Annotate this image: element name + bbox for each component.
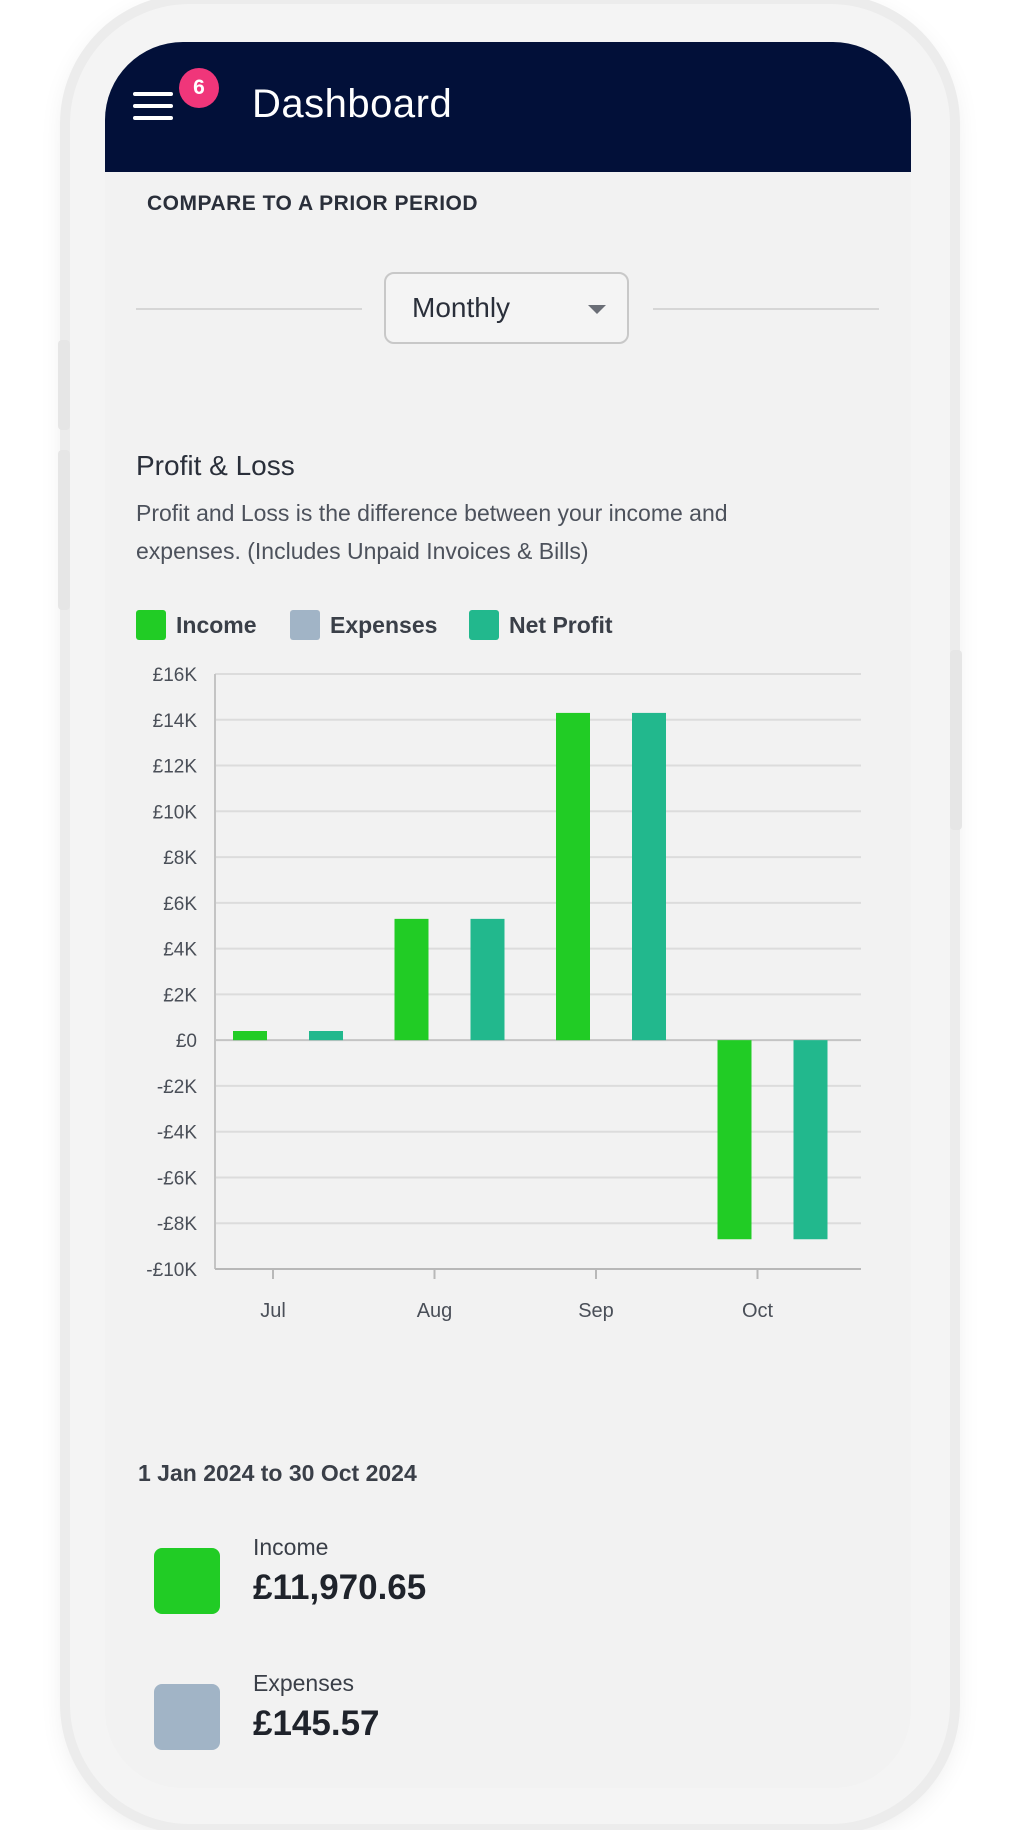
bar-net-profit: [309, 1031, 343, 1041]
divider-left: [136, 308, 362, 310]
legend-label: Income: [176, 612, 257, 638]
summary-label: Income: [253, 1534, 329, 1560]
bar-income: [233, 1031, 267, 1041]
bar-income: [394, 918, 429, 1041]
bar-net-profit: [470, 918, 505, 1041]
phone-side-button: [58, 450, 70, 610]
y-tick-label: £4K: [163, 940, 197, 961]
legend-label: Net Profit: [509, 612, 613, 638]
profit-loss-description: Profit and Loss is the difference betwee…: [136, 500, 728, 564]
summary-item-income: Income £11,970.65: [154, 1534, 754, 1624]
y-tick-label: -£10K: [146, 1260, 197, 1281]
bar-net-profit: [632, 712, 666, 1041]
compare-period-label: COMPARE TO A PRIOR PERIOD: [147, 192, 479, 215]
bar-net-profit: [793, 1040, 828, 1240]
notification-badge: 6: [179, 68, 219, 108]
income-swatch: [154, 1548, 220, 1614]
y-tick-label: £12K: [153, 757, 198, 778]
x-tick-label: Aug: [417, 1300, 453, 1322]
y-tick-label: £8K: [163, 848, 197, 869]
summary-value: £11,970.65: [253, 1568, 427, 1607]
y-tick-label: £0: [176, 1031, 197, 1052]
profit-loss-chart: £16K £14K £12K £10K £8K £6K £4K £2K £0 -£2K -£4K -£…: [146, 665, 861, 1322]
y-tick-label: £10K: [153, 802, 198, 823]
hamburger-menu-icon[interactable]: [133, 92, 173, 122]
y-tick-label: £14K: [153, 711, 198, 732]
divider-right: [653, 308, 879, 310]
legend-label: Expenses: [330, 612, 438, 638]
summary-item-expenses: Expenses £145.57: [154, 1670, 754, 1760]
phone-side-button: [58, 340, 70, 430]
y-tick-label: £16K: [153, 665, 198, 686]
expenses-swatch: [154, 1684, 220, 1750]
phone-side-button: [950, 650, 962, 830]
chevron-down-icon: [588, 305, 606, 314]
legend-swatch: [469, 610, 499, 640]
period-select[interactable]: Monthly: [384, 272, 629, 344]
legend-swatch: [290, 610, 320, 640]
app-screen: 6 Dashboard COMPARE TO A PRIOR PERIOD Mo…: [105, 42, 911, 1788]
y-tick-label: -£2K: [157, 1077, 197, 1098]
summary-label: Expenses: [253, 1670, 355, 1696]
profit-loss-title: Profit & Loss: [136, 450, 295, 481]
x-tick-label: Jul: [260, 1300, 286, 1322]
period-select-value: Monthly: [412, 292, 511, 323]
y-tick-label: £6K: [163, 894, 197, 915]
x-tick-label: Oct: [742, 1300, 774, 1322]
app-header: 6 Dashboard: [105, 42, 911, 172]
y-tick-label: £2K: [163, 985, 197, 1006]
y-tick-label: -£6K: [157, 1168, 197, 1189]
y-tick-label: -£8K: [157, 1214, 197, 1235]
summary-value: £145.57: [253, 1704, 380, 1743]
x-tick-label: Sep: [578, 1300, 614, 1322]
page-title: Dashboard: [252, 82, 453, 126]
date-range-label: 1 Jan 2024 to 30 Oct 2024: [138, 1460, 417, 1486]
bar-income: [556, 712, 590, 1041]
y-tick-label: -£4K: [157, 1123, 197, 1144]
bar-income: [717, 1040, 752, 1240]
legend-swatch: [136, 610, 166, 640]
